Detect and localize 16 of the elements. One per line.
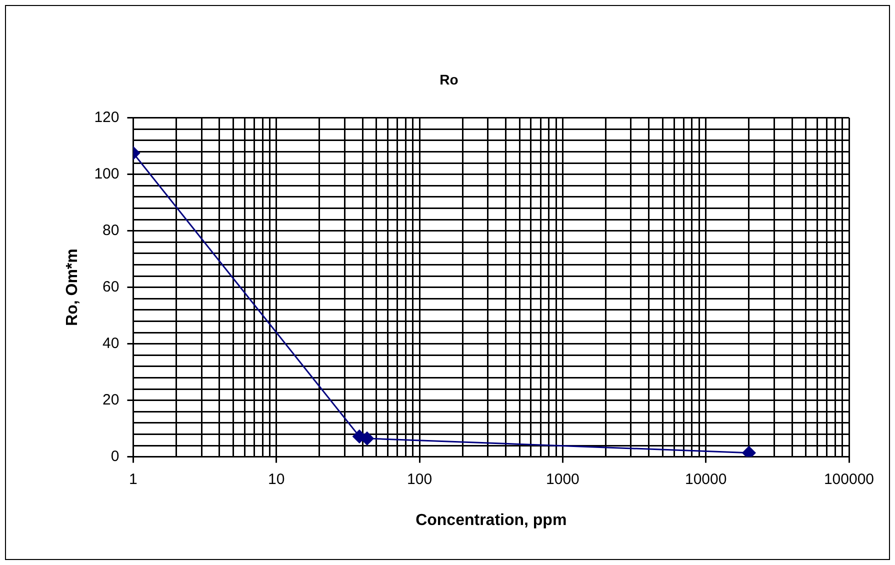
x-tick-label: 100 <box>407 470 432 488</box>
y-tick-label: 0 <box>110 448 120 465</box>
y-tick-label: 120 <box>94 108 120 126</box>
x-tick-label: 1000 <box>546 470 580 488</box>
y-tick-label: 40 <box>102 334 120 352</box>
x-tick-label: 1 <box>129 470 138 488</box>
y-tick-label: 60 <box>102 278 120 296</box>
x-tick-label: 100000 <box>824 470 874 488</box>
chart-title: Ro <box>440 71 458 88</box>
x-axis-title: Concentration, ppm <box>416 512 567 529</box>
y-tick-label: 100 <box>94 165 120 182</box>
x-tick-label: 10000 <box>684 470 727 488</box>
x-tick-label: 10 <box>268 470 285 488</box>
y-tick-label: 80 <box>102 222 120 239</box>
y-axis-title: Ro, Om*m <box>64 248 82 326</box>
y-tick-label: 20 <box>102 391 120 408</box>
